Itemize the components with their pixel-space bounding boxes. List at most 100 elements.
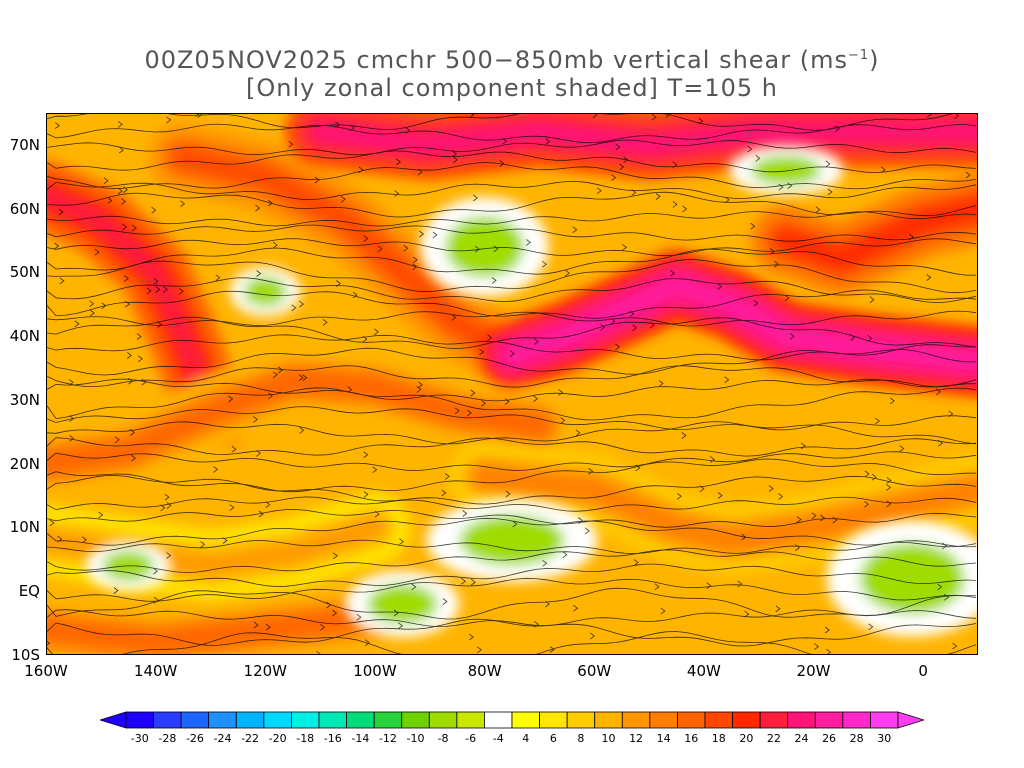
- streamline-arrow: [509, 350, 515, 357]
- colorbar-tick-label: -10: [406, 732, 425, 745]
- streamline-arrow: [775, 605, 781, 613]
- streamline-arrow: [374, 510, 380, 518]
- streamline-arrow: [965, 171, 971, 179]
- streamline-arrow: [632, 324, 638, 332]
- colorbar-swatch: [677, 711, 706, 729]
- easterly-area-central-america-patch: [367, 583, 438, 625]
- streamline-arrow: [197, 113, 203, 118]
- streamline-arrow: [724, 196, 730, 204]
- streamline: [46, 334, 977, 361]
- streamline-arrow: [399, 538, 405, 545]
- streamline-arrow: [452, 156, 458, 164]
- streamline: [46, 162, 977, 190]
- streamline-arrow: [136, 333, 142, 340]
- streamline-arrow: [128, 377, 133, 385]
- streamline-arrow: [98, 511, 104, 519]
- streamline-arrow: [672, 201, 678, 208]
- streamline-arrow: [493, 245, 499, 253]
- streamline-arrow: [291, 304, 297, 312]
- streamline-arrow: [363, 491, 369, 498]
- streamline: [46, 421, 977, 445]
- streamline-arrow: [672, 161, 678, 169]
- streamline-arrow: [267, 392, 273, 400]
- lon-label: 120W: [243, 662, 288, 680]
- streamline-arrow: [335, 121, 341, 129]
- streamline-arrow: [352, 291, 358, 299]
- colorbar-tick-label: 28: [849, 732, 864, 745]
- streamline-arrow: [374, 328, 379, 336]
- streamline-arrow: [258, 510, 264, 518]
- streamline: [46, 139, 977, 156]
- streamline-arrow: [403, 244, 409, 252]
- colorbar-swatch: [594, 711, 623, 729]
- streamline-arrow: [94, 248, 100, 256]
- streamline-arrow: [466, 409, 472, 417]
- streamline-arrow: [256, 270, 262, 277]
- streamline-arrow: [107, 197, 113, 204]
- streamline: [46, 378, 977, 402]
- shear-map: [46, 113, 978, 655]
- colorbar-swatch: [539, 711, 568, 729]
- streamline-arrow: [475, 245, 480, 253]
- shear-band-arctic-jet-core: [312, 124, 978, 153]
- streamline: [46, 577, 977, 602]
- streamline-arrow: [699, 485, 705, 493]
- streamline-arrow: [349, 124, 355, 132]
- lon-label: 100W: [353, 662, 397, 680]
- streamline-arrow: [215, 274, 221, 282]
- streamline-arrow: [265, 501, 271, 508]
- streamline-arrow: [533, 395, 539, 403]
- colorbar-swatch: [649, 711, 678, 729]
- streamline-arrow: [419, 230, 425, 238]
- streamline-arrow: [623, 156, 629, 164]
- streamline-arrow: [155, 286, 161, 293]
- shear-bands: [46, 113, 978, 655]
- streamline-arrow: [610, 317, 616, 325]
- streamline-arrow: [481, 399, 486, 407]
- streamline-arrow: [824, 626, 830, 634]
- colorbar-tick-label: -24: [213, 732, 232, 745]
- streamline: [46, 259, 977, 294]
- streamline-arrow: [451, 314, 457, 321]
- streamline-arrow: [113, 587, 119, 594]
- streamline-arrow: [750, 222, 756, 230]
- colorbar-swatch: [456, 711, 485, 729]
- colorbar-tick-label: 8: [577, 732, 585, 745]
- colorbar-tick-label: -14: [351, 732, 370, 745]
- streamline: [46, 211, 977, 227]
- streamline-arrow: [162, 286, 168, 293]
- streamline-arrow: [560, 417, 566, 424]
- streamline-arrow: [363, 451, 369, 459]
- colorbar-tick-label: 24: [794, 732, 809, 745]
- streamline-arrow: [114, 436, 120, 444]
- colorbar-swatch: [428, 711, 458, 729]
- streamline-arrow: [272, 371, 278, 379]
- streamline-arrow: [533, 338, 539, 345]
- streamline-arrow: [356, 613, 362, 621]
- streamline-arrow: [832, 516, 838, 524]
- streamline-arrow: [787, 182, 793, 190]
- streamline-arrow: [584, 527, 590, 535]
- streamline-arrow: [473, 194, 478, 202]
- streamline-arrow: [778, 183, 784, 191]
- streamline-arrow: [706, 582, 712, 590]
- streamline-arrow: [899, 445, 905, 452]
- streamline-arrow: [332, 609, 338, 617]
- streamline-arrow: [89, 309, 95, 317]
- streamline-arrow: [131, 224, 137, 232]
- streamline-arrow: [820, 514, 826, 522]
- colorbar-swatch: [759, 711, 789, 729]
- lon-label: 140W: [133, 662, 178, 680]
- streamline-arrow: [326, 601, 332, 609]
- streamline-arrow: [871, 473, 877, 481]
- streamline-arrow: [937, 583, 943, 591]
- streamline-arrow: [927, 113, 933, 118]
- streamline: [46, 587, 977, 620]
- streamline-arrow: [372, 466, 378, 474]
- streamline-arrow: [542, 260, 547, 268]
- streamline-arrow: [164, 493, 170, 501]
- streamline: [46, 123, 977, 144]
- streamline: [46, 150, 977, 173]
- streamline-arrow: [938, 439, 943, 447]
- streamline-arrow: [774, 260, 780, 268]
